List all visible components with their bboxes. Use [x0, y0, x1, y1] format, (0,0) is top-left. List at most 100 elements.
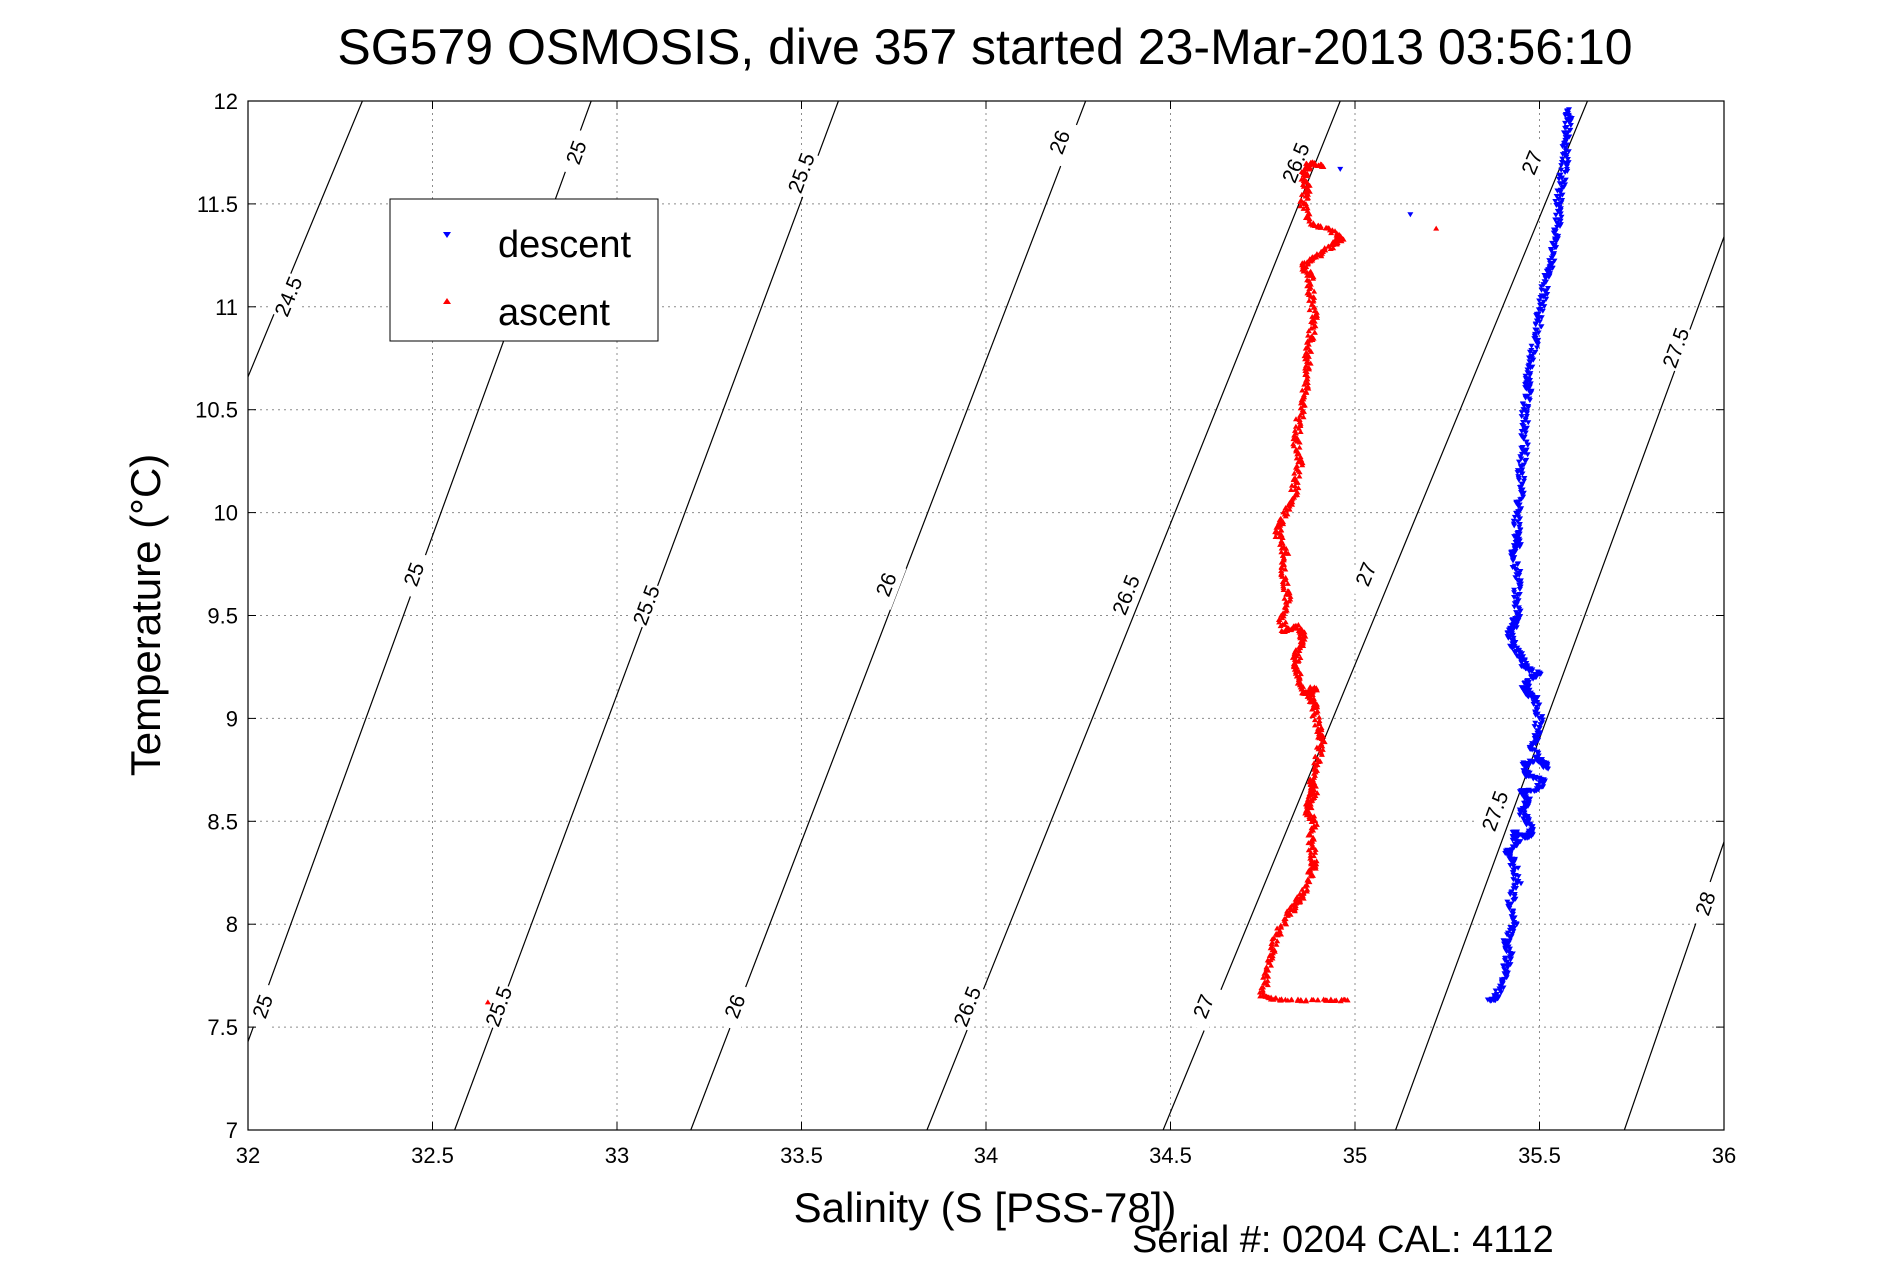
series-descent [1337, 107, 1575, 1004]
descent-point [1551, 236, 1558, 242]
axis-ticks: 32 32.5 33 33.5 34 34.5 35 35.5 36 7 7.5 8 8.5 9 9.5 10… [195, 89, 1736, 1168]
ascent-point [1308, 996, 1315, 1002]
descent-point [1407, 212, 1414, 218]
descent-point [1557, 190, 1564, 196]
descent-point [1547, 246, 1554, 252]
descent-point [1521, 407, 1528, 413]
ascent-point [1283, 602, 1290, 608]
ascent-point [1297, 429, 1304, 435]
contour-label-bg [1039, 116, 1080, 168]
descent-point [1532, 349, 1539, 355]
ascent-point [1304, 886, 1311, 892]
descent-point [1508, 889, 1515, 895]
descent-point [1562, 135, 1569, 141]
descent-point [1519, 401, 1526, 407]
ascent-point [1316, 717, 1323, 723]
ascent-point [1302, 368, 1309, 374]
descent-point [1526, 359, 1533, 365]
ascent-point [1310, 297, 1317, 303]
ascent-point [1300, 182, 1307, 188]
ascent-point [1315, 725, 1322, 731]
ascent-point [1305, 847, 1312, 853]
ascent-point [1283, 598, 1290, 604]
ascent-point [1311, 787, 1318, 793]
descent-point [1521, 761, 1528, 767]
ascent-point [1287, 596, 1294, 602]
ascent-point [1296, 643, 1303, 649]
x-tick-label-3: 33.5 [780, 1143, 823, 1168]
ascent-point [1315, 252, 1322, 258]
descent-point [1512, 872, 1519, 878]
descent-point [1563, 125, 1570, 131]
descent-point [1536, 315, 1543, 321]
ascent-point [1313, 744, 1320, 750]
ascent-point [1307, 221, 1314, 227]
descent-point [1521, 476, 1528, 482]
descent-point [1518, 490, 1525, 496]
descent-point [1523, 457, 1530, 463]
ascent-point [1285, 588, 1292, 594]
ascent-point [1264, 977, 1271, 983]
ascent-point [1285, 910, 1292, 916]
ascent-point [1305, 332, 1312, 338]
descent-point [1540, 294, 1547, 300]
descent-point [1522, 764, 1529, 770]
ascent-point [1304, 375, 1311, 381]
ascent-point [1292, 486, 1299, 492]
ascent-point [1296, 458, 1303, 464]
ascent-point [1300, 262, 1307, 268]
contour-label-13: 27 [1183, 981, 1225, 1032]
descent-point [1546, 258, 1553, 264]
descent-point [1562, 120, 1569, 126]
descent-point [1535, 753, 1542, 759]
ascent-point [1311, 684, 1318, 690]
descent-point [1529, 356, 1536, 362]
contour-label-bg [715, 981, 756, 1032]
y-tick-label-3: 8.5 [207, 809, 238, 834]
descent-point [1510, 551, 1517, 557]
ascent-point [1321, 245, 1328, 251]
descent-point [1567, 123, 1574, 129]
descent-point [1518, 809, 1525, 815]
ascent-point [1277, 922, 1284, 928]
descent-point [1547, 260, 1554, 266]
ascent-point [1307, 849, 1314, 855]
ascent-point [1288, 486, 1295, 492]
ascent-point [1278, 571, 1285, 577]
contour-label-bg [479, 981, 519, 1032]
descent-point [1551, 258, 1558, 264]
descent-point [1522, 373, 1529, 379]
density-contours [248, 101, 1724, 1130]
descent-point [1534, 782, 1541, 788]
descent-point [1522, 800, 1529, 806]
ascent-point [1278, 527, 1285, 533]
y-tick-label-9: 11.5 [197, 192, 238, 217]
descent-point [1531, 733, 1538, 739]
ascent-point [1268, 962, 1275, 968]
ascent-point [1278, 628, 1285, 634]
ascent-point [1306, 188, 1313, 194]
ascent-point [1296, 473, 1303, 479]
ascent-point [1292, 661, 1299, 667]
ascent-point [1304, 277, 1311, 283]
descent-point [1501, 967, 1508, 973]
ascent-point [1267, 952, 1274, 958]
descent-point [1503, 850, 1510, 856]
ascent-point [1294, 996, 1301, 1002]
descent-point [1528, 347, 1535, 353]
y-tick-label-5: 9.5 [207, 604, 238, 629]
contour-line-24.5-0 [248, 101, 363, 378]
ascent-point [1315, 222, 1322, 228]
ascent-point [1290, 441, 1297, 447]
descent-point [1520, 494, 1527, 500]
ascent-point [1318, 741, 1325, 747]
ascent-point [1298, 998, 1305, 1004]
ascent-point [1284, 580, 1291, 586]
descent-point [1511, 587, 1518, 593]
ascent-point [1292, 900, 1299, 906]
ascent-point [1305, 364, 1312, 370]
ascent-point [1278, 612, 1285, 618]
y-tick-label-6: 10 [214, 501, 238, 526]
ascent-point [1315, 734, 1322, 740]
descent-point [1539, 720, 1546, 726]
